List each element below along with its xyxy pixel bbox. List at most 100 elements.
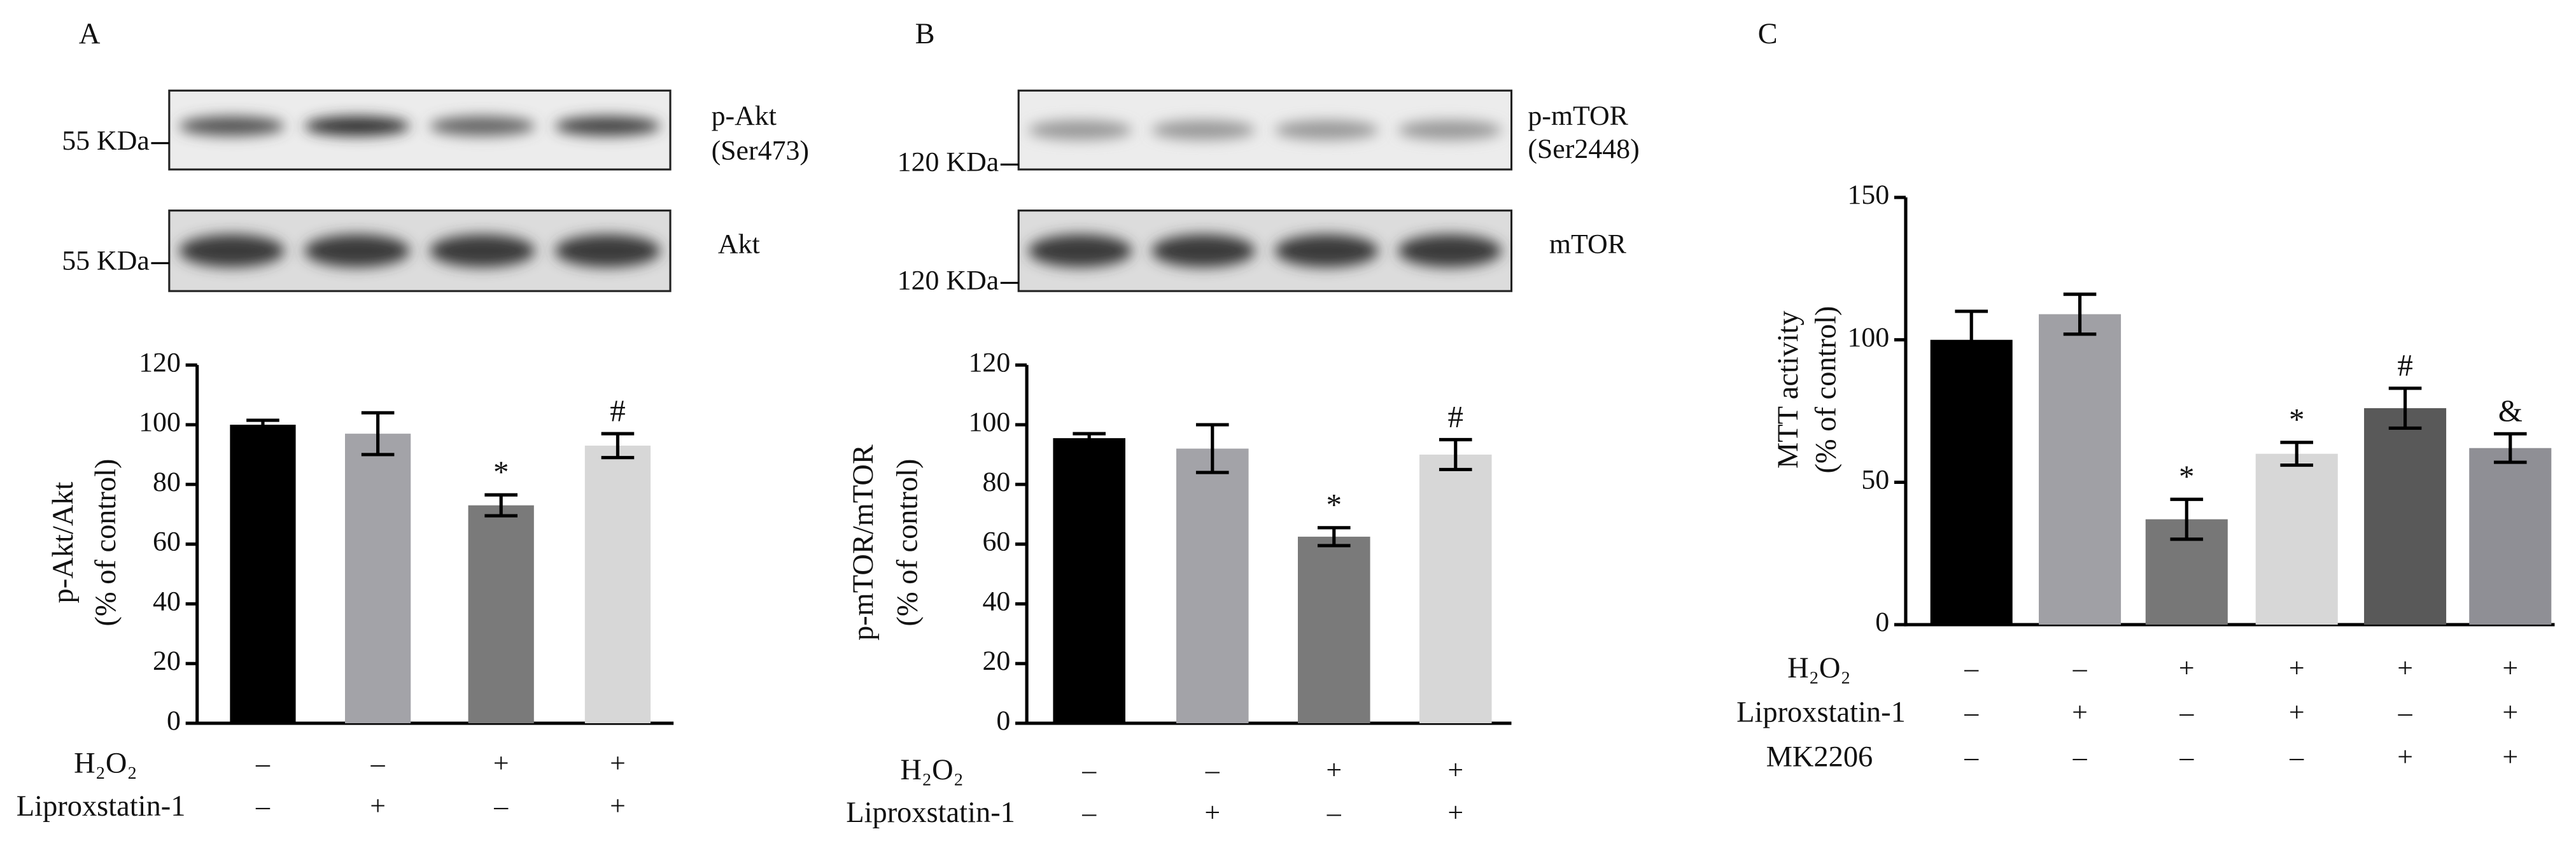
- blot-label: Akt: [718, 229, 760, 260]
- blot-band: [554, 116, 661, 136]
- blot-band: [1151, 234, 1256, 267]
- bar: [2255, 453, 2338, 625]
- treatment-name: H₂O₂: [74, 747, 137, 780]
- treatment-sign: +: [1447, 754, 1463, 785]
- bar: [2364, 408, 2447, 625]
- treatment-sign: –: [1964, 653, 1979, 683]
- blot-band: [304, 234, 410, 267]
- treatment-sign: –: [1964, 742, 1979, 772]
- y-axis-label: (% of control): [1810, 306, 1842, 473]
- bar: [1176, 448, 1249, 723]
- treatment-sign: +: [2179, 653, 2195, 683]
- blot-band: [1151, 120, 1256, 140]
- treatment-sign: –: [2179, 697, 2194, 728]
- treatment-sign: +: [2289, 697, 2305, 728]
- blot-band: [1398, 120, 1502, 140]
- treatment-name: MK2206: [1766, 740, 1873, 773]
- blot-band: [429, 234, 535, 267]
- y-tick-label: 60: [982, 527, 1010, 557]
- y-axis-label: p-mTOR/mTOR: [847, 444, 880, 641]
- treatment-sign: –: [1205, 754, 1220, 785]
- treatment-sign: +: [1326, 754, 1342, 785]
- treatment-sign: –: [2073, 742, 2088, 772]
- treatment-sign: –: [493, 791, 509, 821]
- treatment-sign: –: [255, 748, 271, 779]
- treatment-sign: –: [2398, 697, 2413, 728]
- panel-label: B: [915, 18, 935, 50]
- bar: [584, 445, 651, 723]
- significance-mark: *: [493, 455, 509, 490]
- y-tick-label: 60: [153, 527, 181, 557]
- treatment-sign: –: [2289, 742, 2304, 772]
- significance-mark: *: [1327, 487, 1342, 522]
- panel-label: C: [1758, 18, 1778, 50]
- bar: [230, 425, 296, 723]
- blot-band: [1274, 120, 1379, 140]
- bar: [345, 434, 411, 723]
- significance-mark: *: [2179, 459, 2195, 494]
- treatment-name: Liproxstatin-1: [846, 797, 1015, 829]
- y-tick-label: 120: [139, 347, 181, 378]
- bar: [1419, 454, 1492, 723]
- treatment-sign: +: [493, 748, 509, 779]
- blot-band: [304, 116, 410, 136]
- y-tick-label: 40: [982, 586, 1010, 616]
- significance-mark: #: [610, 393, 626, 428]
- y-tick-label: 100: [1847, 322, 1889, 353]
- y-tick-label: 50: [1861, 464, 1889, 495]
- bar: [2039, 314, 2122, 625]
- blot-band: [179, 116, 285, 136]
- significance-mark: *: [2289, 402, 2305, 437]
- blot-band: [1028, 234, 1132, 267]
- y-tick-label: 100: [139, 407, 181, 437]
- y-tick-label: 120: [969, 347, 1011, 378]
- treatment-sign: +: [2397, 653, 2413, 683]
- treatment-sign: +: [610, 791, 626, 821]
- treatment-sign: +: [2502, 697, 2518, 728]
- y-tick-label: 0: [996, 705, 1010, 736]
- y-tick-label: 40: [153, 586, 181, 616]
- blot-label: (Ser473): [712, 135, 809, 166]
- y-tick-label: 20: [982, 646, 1010, 676]
- y-axis-label: (% of control): [892, 459, 924, 627]
- significance-mark: #: [1448, 399, 1464, 434]
- treatment-sign: –: [255, 791, 271, 821]
- blot-band: [179, 234, 285, 267]
- blot-band: [1398, 234, 1502, 267]
- y-tick-label: 100: [969, 407, 1011, 437]
- treatment-sign: –: [1081, 798, 1097, 828]
- treatment-sign: –: [2179, 742, 2194, 772]
- treatment-name: Liproxstatin-1: [1736, 697, 1906, 729]
- y-tick-label: 80: [982, 467, 1010, 497]
- significance-mark: #: [2397, 348, 2413, 383]
- treatment-name: Liproxstatin-1: [17, 790, 186, 823]
- molecular-weight: 120 KDa: [897, 146, 999, 177]
- bar: [468, 505, 534, 723]
- y-axis-label: (% of control): [90, 459, 122, 627]
- significance-mark: &: [2498, 393, 2523, 429]
- y-tick-label: 150: [1847, 180, 1889, 210]
- treatment-sign: +: [2289, 653, 2305, 683]
- blot-band: [1274, 234, 1379, 267]
- panel-label: A: [79, 18, 101, 50]
- blot-label: p-Akt: [712, 101, 777, 131]
- treatment-sign: –: [1327, 798, 1342, 828]
- treatment-sign: –: [370, 748, 386, 779]
- y-tick-label: 20: [153, 646, 181, 676]
- treatment-sign: +: [2502, 742, 2518, 772]
- bar: [1053, 438, 1125, 723]
- treatment-name: H₂O₂: [1787, 652, 1850, 684]
- blot-band: [1028, 120, 1132, 140]
- blot-label: (Ser2448): [1528, 134, 1639, 164]
- bar: [1930, 339, 2013, 625]
- treatment-sign: –: [1081, 754, 1097, 785]
- y-axis-label: p-Akt/Akt: [47, 481, 80, 603]
- molecular-weight: 120 KDa: [897, 265, 999, 295]
- y-tick-label: 80: [153, 467, 181, 497]
- treatment-sign: +: [2397, 742, 2413, 772]
- y-tick-label: 0: [1875, 607, 1889, 637]
- treatment-sign: +: [1447, 798, 1463, 828]
- treatment-sign: +: [2502, 653, 2518, 683]
- molecular-weight: 55 KDa: [62, 125, 150, 156]
